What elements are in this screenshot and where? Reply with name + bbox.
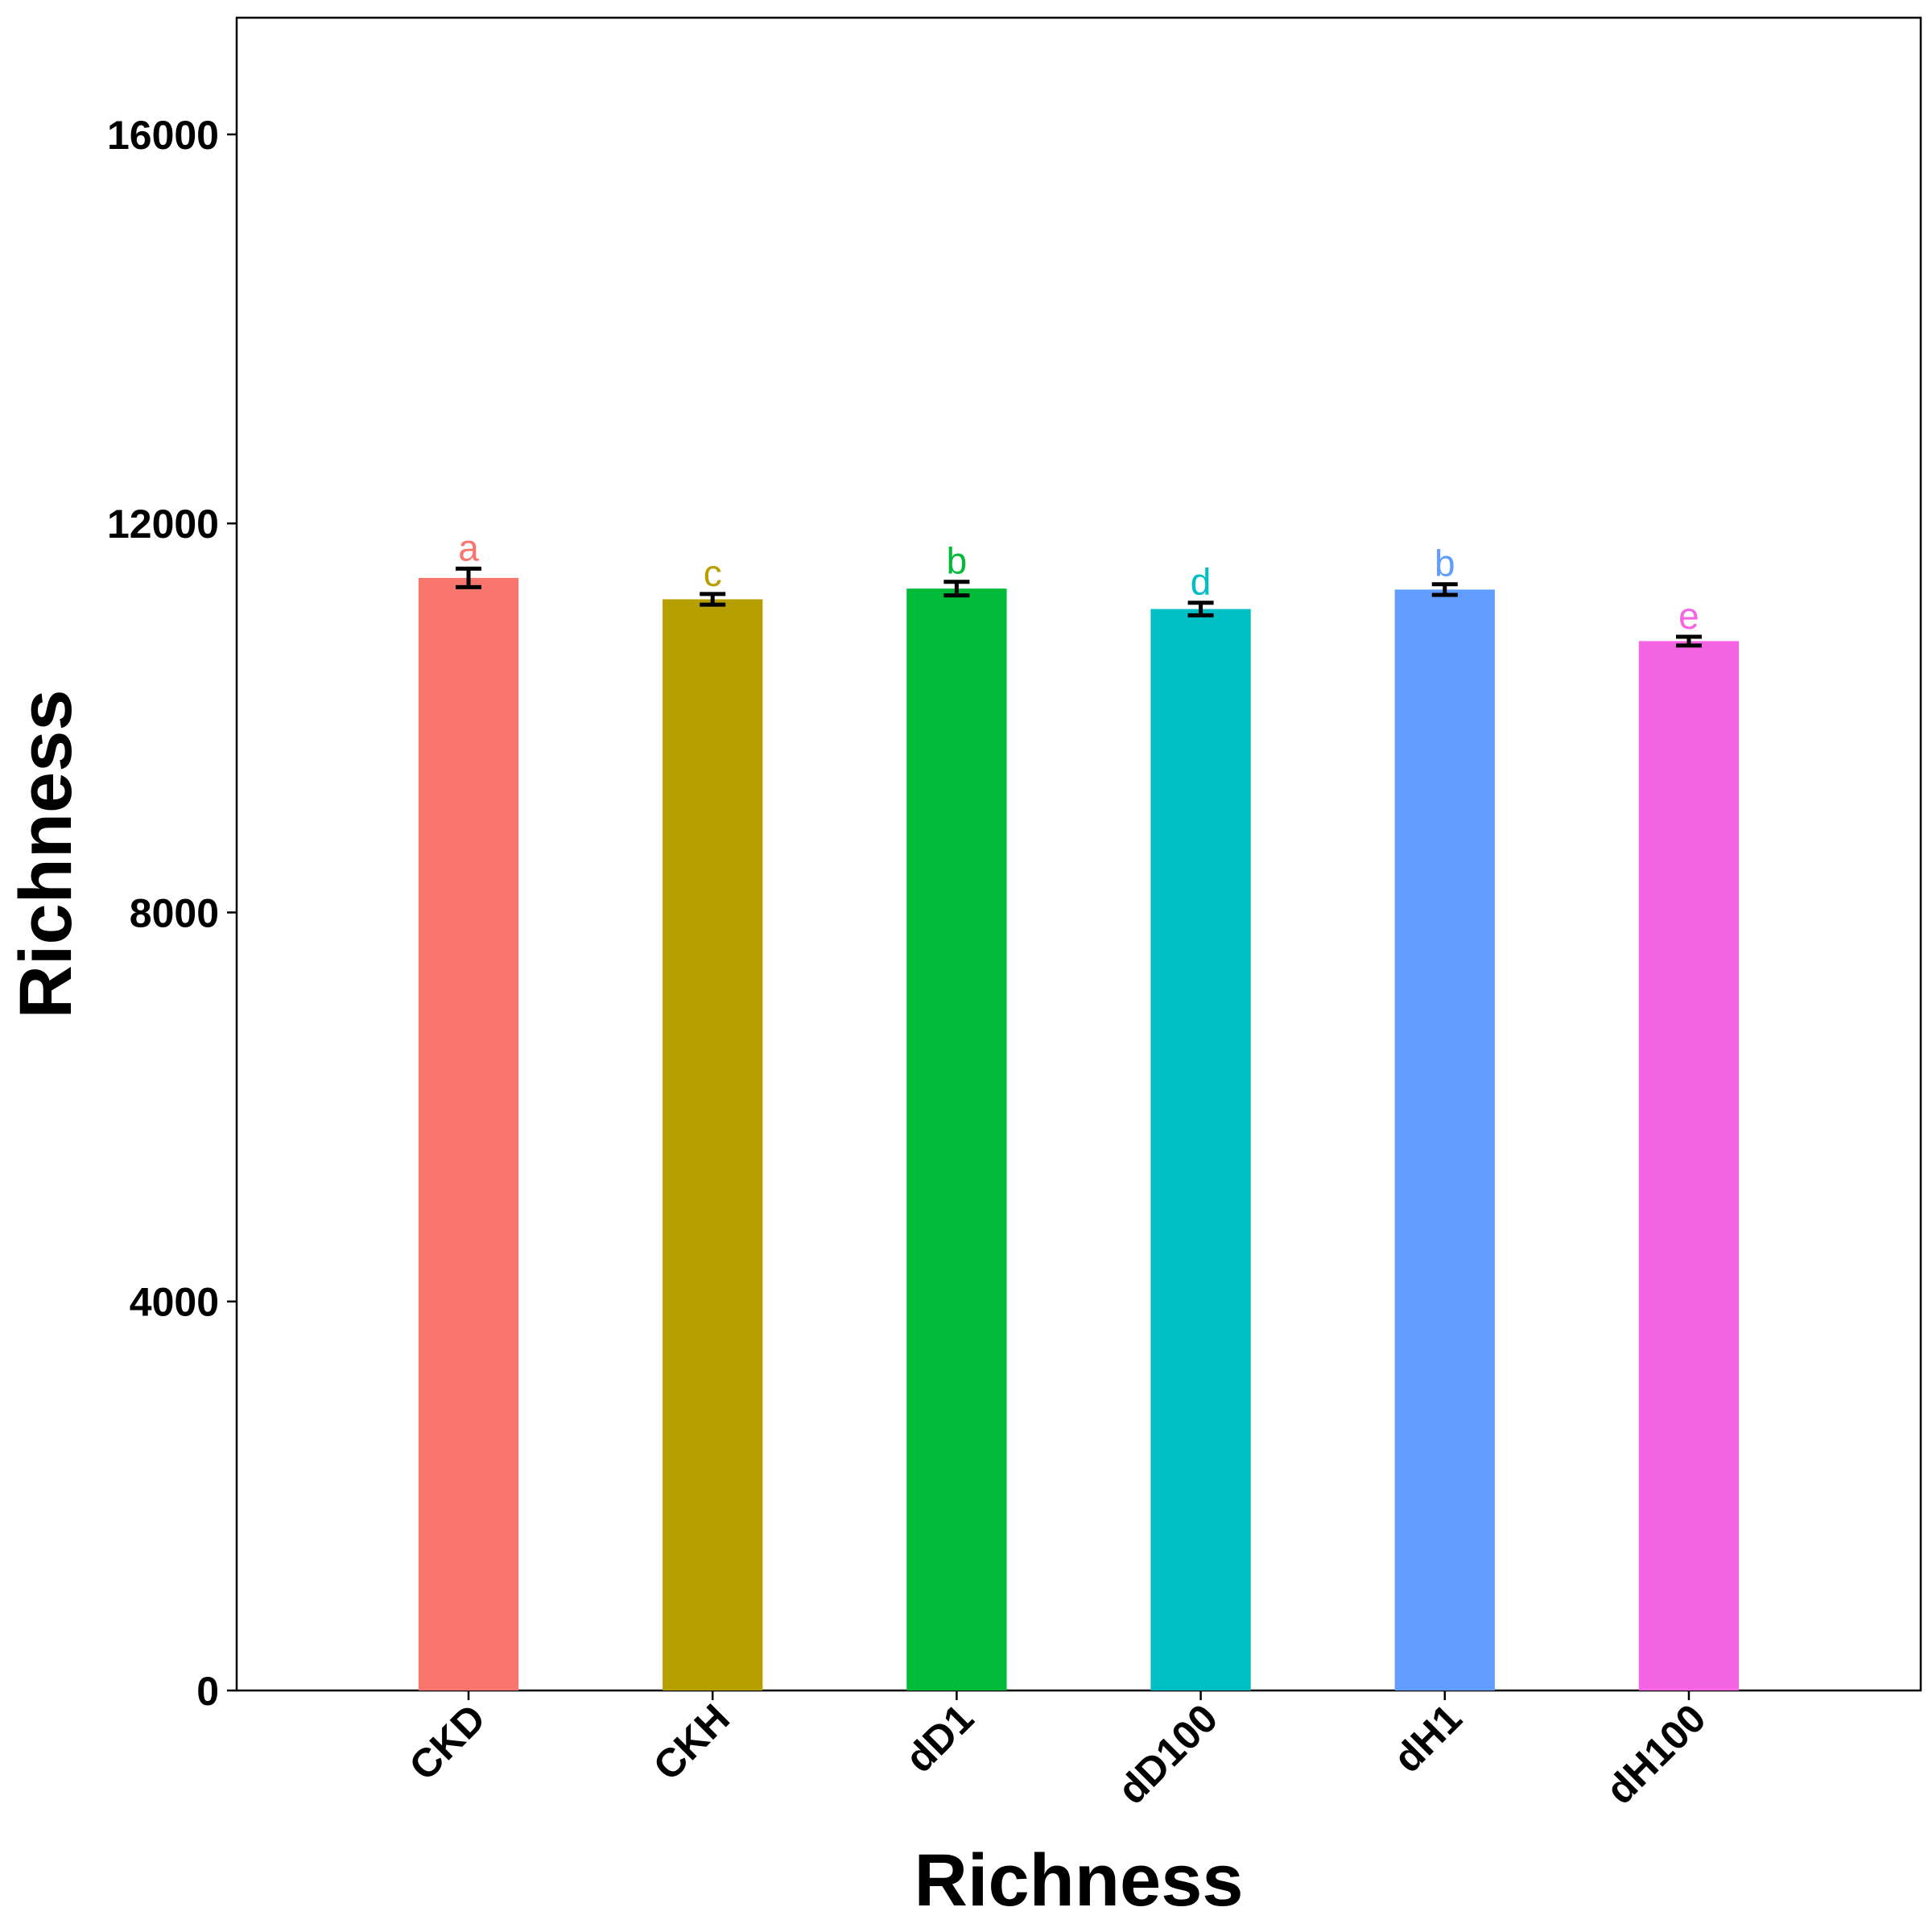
significance-labels: a c b d b e [458, 526, 1699, 637]
errorbar-dH1 [1431, 582, 1458, 597]
significance-label-CKH: c [704, 552, 722, 594]
errorbar-dD1 [943, 580, 970, 598]
y-tick-label: 0 [196, 1669, 219, 1714]
y-axis-title: Richness [5, 689, 87, 1018]
errorbar-CKH [700, 592, 726, 607]
significance-label-dD100: d [1191, 561, 1212, 603]
x-tick-label-CKD: CKD [401, 1695, 494, 1789]
bars-layer [418, 577, 1740, 1691]
y-tick-label: 12000 [107, 502, 219, 547]
significance-label-dH100: e [1678, 595, 1699, 637]
bar-dH1 [1394, 589, 1495, 1691]
x-tick-label-dH1: dH1 [1385, 1695, 1470, 1781]
significance-label-dD1: b [947, 540, 968, 582]
errorbar-dD100 [1187, 601, 1214, 617]
bar-CKH [663, 599, 763, 1690]
errorbars-layer [456, 566, 1702, 648]
y-tick-label: 4000 [130, 1280, 219, 1325]
bar-CKD [418, 577, 519, 1690]
errorbar-CKD [456, 566, 482, 589]
bar-dD1 [906, 588, 1007, 1690]
errorbar-dH100 [1675, 634, 1702, 648]
significance-label-CKD: a [458, 526, 479, 568]
significance-label-dH1: b [1435, 543, 1455, 584]
x-tick-label-dH100: dH100 [1597, 1695, 1715, 1813]
x-tick-label-dD100: dD100 [1109, 1695, 1227, 1813]
x-tick-label-CKH: CKH [645, 1695, 738, 1789]
x-axis-title: Richness [914, 1839, 1243, 1922]
y-tick-label: 8000 [130, 890, 219, 935]
bar-dD100 [1150, 609, 1251, 1690]
y-axis: 0 4000 8000 12000 16000 [107, 113, 237, 1714]
x-axis: CKD CKH dD1 dD100 dH1 dH100 [401, 1690, 1715, 1813]
bar-dH100 [1638, 641, 1740, 1690]
y-tick-label: 16000 [107, 113, 219, 158]
x-tick-label-dD1: dD1 [897, 1695, 982, 1781]
